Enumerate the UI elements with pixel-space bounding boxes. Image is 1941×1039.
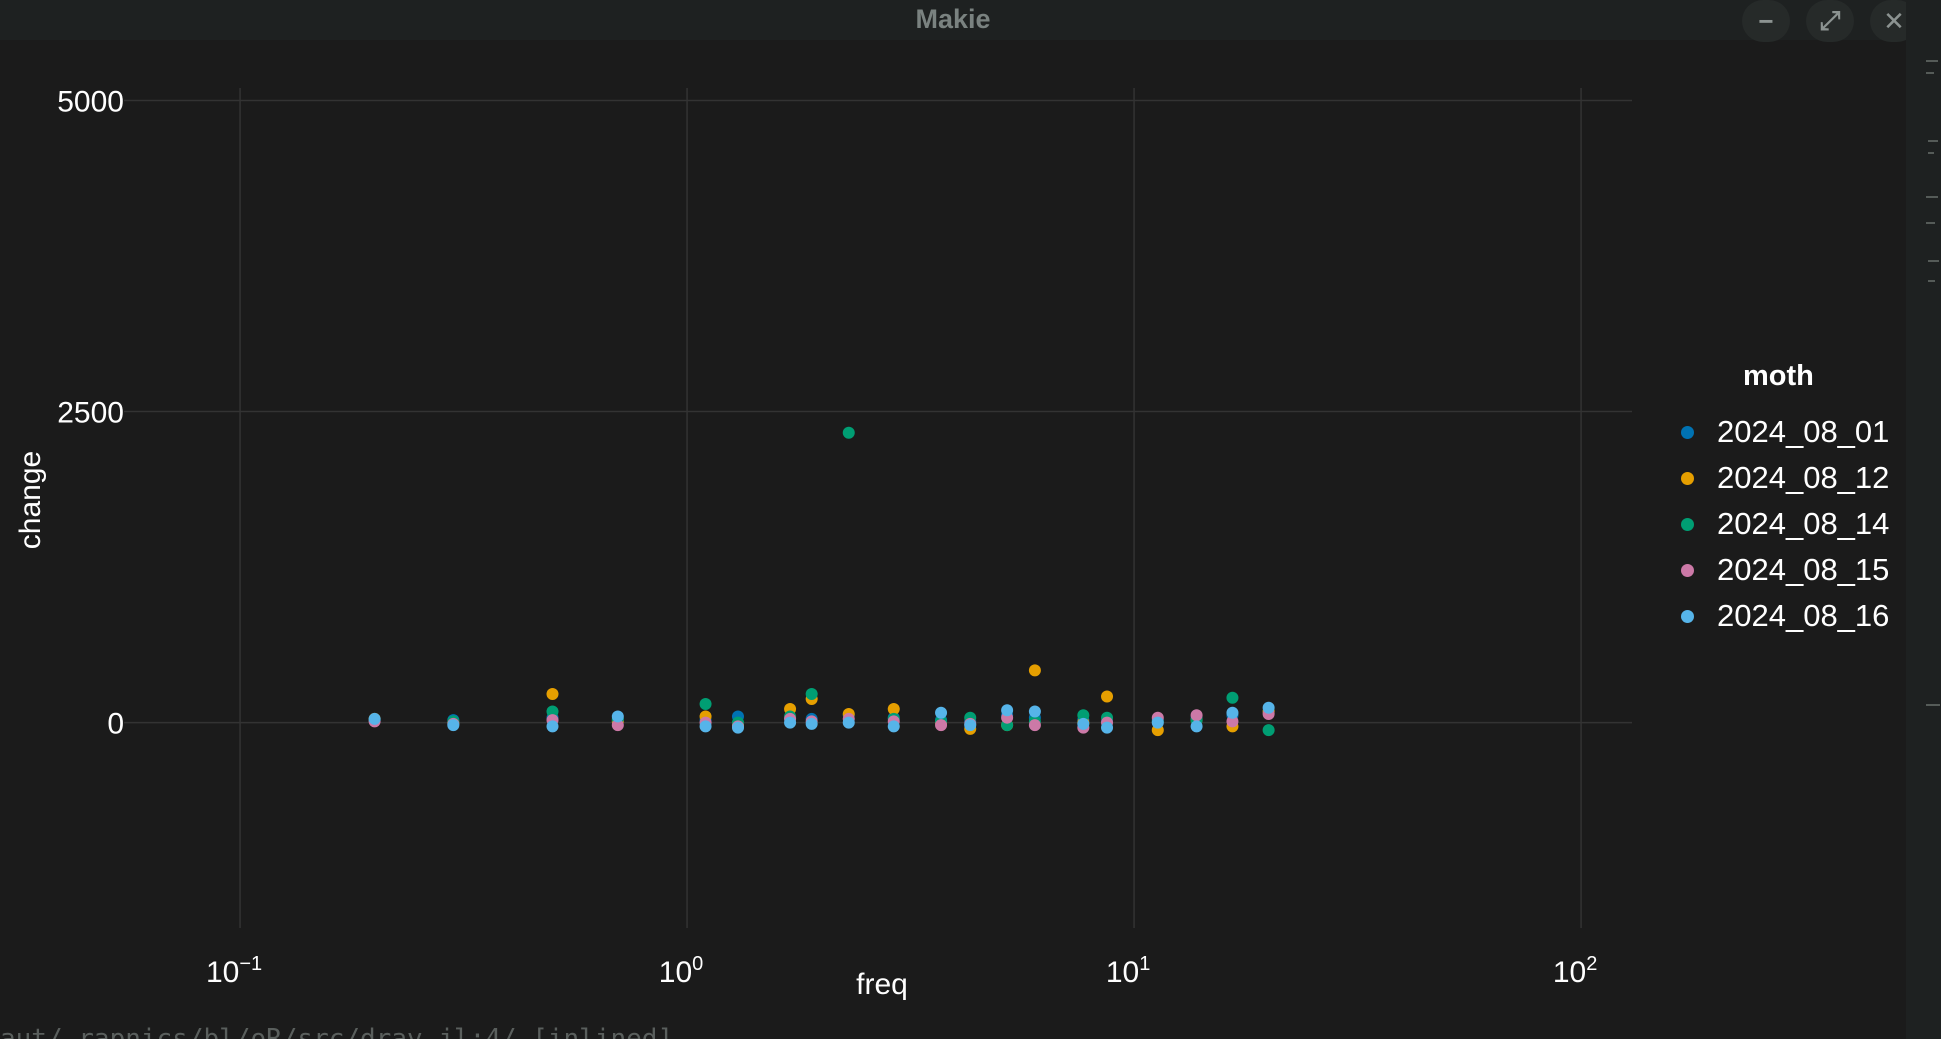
data-point [1226,715,1239,728]
data-point [887,702,900,715]
legend-label: 2024_08_01 [1717,414,1890,449]
data-point [611,710,624,723]
data-points [368,426,1275,737]
data-point [1101,721,1114,734]
data-point [964,719,977,732]
legend-items: 2024_08_01 2024_08_12 2024_08_14 2024_08_15… [1665,409,1889,639]
data-point [1077,717,1090,730]
data-point [1226,706,1239,719]
y-tick-label: 0 [107,708,124,741]
data-point [546,705,559,718]
minimize-icon[interactable]: − [1742,0,1790,42]
data-point [1101,690,1114,703]
data-point [842,426,855,439]
legend-marker [1681,471,1694,485]
data-point [935,719,948,732]
x-tick-label: 102 [1553,953,1598,989]
data-point [784,716,797,729]
y-tick-labels: 0 2500 5000 [57,85,124,740]
data-point [887,720,900,733]
terminal-log-line: aut/ rapnics/bl/oR/src/drav.jl:4/ [inlin… [0,1024,674,1039]
y-axis-label: change [14,451,47,549]
legend-title: moth [1743,360,1814,392]
y-tick-label: 5000 [57,85,124,118]
legend-item: 2024_08_01 [1665,409,1889,455]
data-point [1190,709,1203,722]
x-tick-label: 100 [659,953,704,989]
legend-item: 2024_08_15 [1665,547,1889,593]
data-point [1077,709,1090,722]
data-point [546,688,559,701]
data-point [805,688,818,701]
window-titlebar: Makie − ⤢ ✕ [0,0,1941,42]
x-tick-label: 101 [1106,953,1151,989]
legend-marker [1681,563,1694,577]
legend-item: 2024_08_12 [1665,455,1889,501]
data-point [1190,720,1203,733]
data-point [447,719,460,732]
legend-label: 2024_08_16 [1717,598,1890,633]
y-tick-label: 2500 [57,397,124,430]
legend-label: 2024_08_15 [1717,552,1890,587]
data-point [611,719,624,732]
x-tick-label: 10−1 [206,953,262,989]
data-point [1028,719,1041,732]
data-point [842,716,855,729]
legend-marker [1681,609,1694,623]
data-point [1262,724,1275,737]
data-point [1028,705,1041,718]
data-point [731,721,744,734]
grid-lines [124,88,1632,928]
legend-label: 2024_08_12 [1717,460,1890,495]
scatter-plot: 10−1 100 101 102 0 2500 5000 freq change [14,85,1632,1001]
legend-label: 2024_08_14 [1717,506,1890,541]
maximize-icon[interactable]: ⤢ [1806,0,1854,42]
data-point [1001,704,1014,717]
data-point [1028,664,1041,677]
code-minimap [1906,0,1941,1039]
x-axis-label: freq [856,968,908,1001]
x-tick-labels: 10−1 100 101 102 [206,953,1597,989]
data-point [1226,691,1239,704]
data-point [546,720,559,733]
data-point [699,698,712,710]
legend: moth 2024_08_01 2024_08_12 2024_08_14 2024_… [1665,360,1889,639]
data-point [1151,716,1164,729]
data-point [368,712,381,725]
window-title: Makie [915,4,991,34]
data-point [1262,701,1275,714]
legend-item: 2024_08_16 [1665,593,1889,639]
data-point [805,717,818,730]
legend-marker [1681,517,1694,531]
legend-item: 2024_08_14 [1665,501,1889,547]
data-point [699,720,712,733]
legend-marker [1681,425,1694,439]
data-point [935,706,948,719]
